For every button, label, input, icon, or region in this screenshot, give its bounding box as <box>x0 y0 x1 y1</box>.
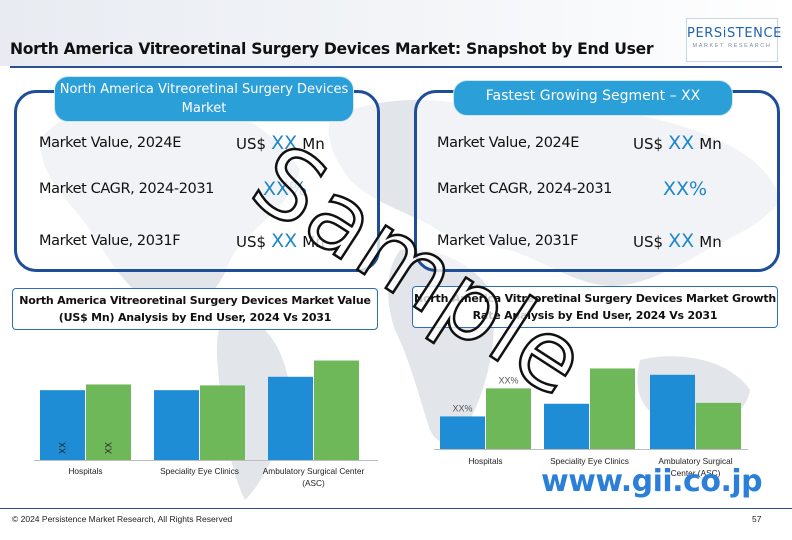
segment-panel-title: Fastest Growing Segment – XX <box>453 80 733 116</box>
metric-number: XX <box>271 230 298 252</box>
logo-tagline: MARKET RESEARCH <box>692 43 772 49</box>
metric-label: Market Value, 2024E <box>39 135 181 151</box>
data-label: XX% <box>452 403 472 413</box>
data-label: XX <box>58 442 68 454</box>
category-label: Ambulatory Surgical <box>658 456 732 466</box>
metric-value: US$ XX Mn <box>236 132 325 154</box>
metric-row: Market Value, 2031F US$ XX Mn <box>17 230 377 257</box>
metric-label: Market CAGR, 2024-2031 <box>437 181 613 197</box>
category-label: (ASC) <box>302 478 325 488</box>
logo-wordmark: PERSiSTENCE <box>687 26 782 41</box>
category-label: Speciality Eye Clinics <box>550 456 629 466</box>
bar-growth-s0-c0 <box>440 416 485 449</box>
category-label: Hospitals <box>468 456 502 466</box>
metric-row: Market CAGR, 2024-2031 XX% <box>417 178 777 205</box>
bar-growth-s0-c2 <box>650 374 695 449</box>
gii-url-stamp: www.gii.co.jp <box>541 464 763 499</box>
currency-prefix: US$ <box>633 135 664 153</box>
page-number: 57 <box>752 514 762 524</box>
metric-number: XX <box>271 132 298 154</box>
market-panel-title: North America Vitreoretinal Surgery Devi… <box>54 76 354 122</box>
unit-suffix: Mn <box>302 135 325 153</box>
metric-row: Market CAGR, 2024-2031 XX% <box>17 178 377 205</box>
market-snapshot-panel: North America Vitreoretinal Surgery Devi… <box>14 76 380 272</box>
category-label: Center (ASC) <box>671 468 721 478</box>
footer-divider <box>0 508 792 509</box>
category-label: Hospitals <box>68 466 102 476</box>
metric-label: Market Value, 2024E <box>437 135 579 151</box>
bar-growth-s0-c1 <box>544 403 589 449</box>
unit-suffix: Mn <box>302 233 325 251</box>
data-label: XX% <box>498 375 518 385</box>
copyright-text: © 2024 Persistence Market Research, All … <box>12 514 233 524</box>
metric-number: XX <box>668 132 695 154</box>
unit-suffix: Mn <box>699 135 722 153</box>
bar-value-s1-c1 <box>200 385 245 460</box>
metric-label: Market CAGR, 2024-2031 <box>39 181 215 197</box>
growth-chart-title: North America Vitreoretinal Surgery Devi… <box>412 286 778 328</box>
company-logo: PERSiSTENCE MARKET RESEARCH <box>686 18 782 62</box>
metric-value: US$ XX Mn <box>236 230 325 252</box>
metric-label: Market Value, 2031F <box>437 233 579 249</box>
bar-value-s1-c2 <box>314 360 359 460</box>
bar-growth-s1-c0 <box>486 388 531 449</box>
currency-prefix: US$ <box>236 135 267 153</box>
currency-prefix: US$ <box>236 233 267 251</box>
metric-number: XX <box>668 230 695 252</box>
metric-value: US$ XX Mn <box>633 230 722 252</box>
category-label: Ambulatory Surgical Center <box>263 466 365 476</box>
data-label: XX <box>104 442 114 454</box>
bar-value-s0-c2 <box>268 376 313 460</box>
page-title: North America Vitreoretinal Surgery Devi… <box>10 40 654 58</box>
title-divider <box>10 66 782 68</box>
bar-value-s0-c0 <box>40 390 85 460</box>
metric-row: Market Value, 2024E US$ XX Mn <box>17 132 377 159</box>
metric-row: Market Value, 2024E US$ XX Mn <box>417 132 777 159</box>
category-label: Speciality Eye Clinics <box>160 466 239 476</box>
metric-label: Market Value, 2031F <box>39 233 181 249</box>
metric-number: XX% <box>663 178 708 200</box>
bar-value-s1-c0 <box>86 384 131 460</box>
currency-prefix: US$ <box>633 233 664 251</box>
metric-number: XX% <box>263 178 308 200</box>
bar-growth-s1-c1 <box>590 368 635 449</box>
metric-value: XX% <box>663 178 707 200</box>
unit-suffix: Mn <box>699 233 722 251</box>
metric-value: US$ XX Mn <box>633 132 722 154</box>
bar-value-s0-c1 <box>154 390 199 460</box>
metric-row: Market Value, 2031F US$ XX Mn <box>417 230 777 257</box>
fastest-segment-panel: Fastest Growing Segment – XX Market Valu… <box>414 80 780 272</box>
bar-growth-s1-c2 <box>696 402 741 449</box>
metric-value: XX% <box>263 178 307 200</box>
value-chart-title: North America Vitreoretinal Surgery Devi… <box>12 288 378 330</box>
title-bar <box>0 0 792 66</box>
